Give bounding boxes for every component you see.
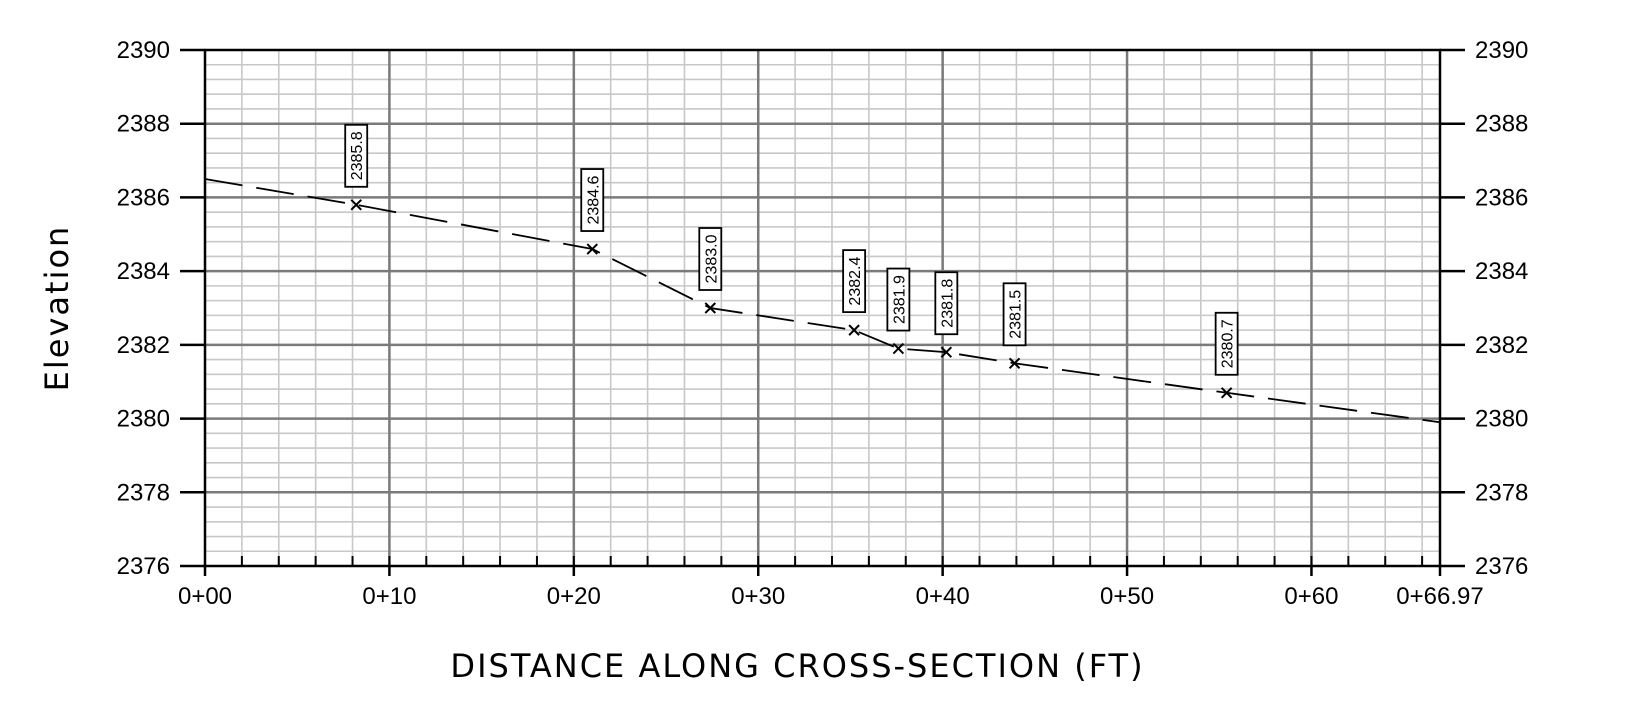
point-label: 2381.9 xyxy=(886,267,911,332)
point-label-text: 2383.0 xyxy=(703,234,720,283)
y-tick-label-right: 2376 xyxy=(1475,553,1528,580)
point-marker-stroke xyxy=(1008,357,1021,369)
point-marker-stroke xyxy=(1220,387,1233,399)
point-marker xyxy=(940,346,953,358)
profile-series-line xyxy=(204,178,1441,424)
point-label: 2381.5 xyxy=(1002,282,1027,347)
point-marker xyxy=(892,342,905,355)
x-tick-label: 0+00 xyxy=(178,583,232,610)
point-label-text: 2385.8 xyxy=(349,131,366,180)
y-tick-label-right: 2378 xyxy=(1475,479,1528,506)
point-marker xyxy=(704,302,716,314)
x-tick-label: 0+10 xyxy=(362,583,416,610)
point-marker-stroke xyxy=(848,324,860,336)
y-tick-label-left: 2384 xyxy=(117,258,170,285)
point-label: 2382.4 xyxy=(842,249,867,314)
point-label-text: 2380.7 xyxy=(1220,319,1237,368)
point-label-box xyxy=(934,271,959,336)
x-tick-label: 0+66.97 xyxy=(1396,583,1483,610)
point-label: 2385.8 xyxy=(344,123,369,188)
point-marker xyxy=(586,243,598,255)
data-label-layer: 2385.8 2384.6 2383.0 2382.4 2381.9 2381.8 2381… xyxy=(344,123,1239,376)
y-tick-label-left: 2376 xyxy=(117,553,170,580)
y-tick-label-right: 2384 xyxy=(1475,258,1528,285)
point-marker-stroke xyxy=(892,342,905,355)
y-tick-label-right: 2388 xyxy=(1475,111,1528,138)
marker-layer xyxy=(350,199,1233,399)
point-label-box xyxy=(842,249,867,314)
point-label-box xyxy=(886,267,911,332)
point-marker-stroke xyxy=(586,243,598,255)
y-tick-label-right: 2380 xyxy=(1475,406,1528,433)
y-axis-ticks: 2376 2376 2378 2378 2380 2380 2382 2382 2384 2384… xyxy=(117,37,1529,580)
point-marker-stroke xyxy=(350,199,362,211)
point-marker-stroke xyxy=(940,346,953,358)
point-label-text: 2384.6 xyxy=(585,175,602,224)
point-label-box xyxy=(1214,311,1239,376)
point-label-text: 2382.4 xyxy=(847,257,864,306)
point-label: 2383.0 xyxy=(698,227,723,291)
y-tick-label-right: 2390 xyxy=(1475,37,1528,64)
point-label-text: 2381.5 xyxy=(1008,290,1025,339)
y-tick-label-right: 2386 xyxy=(1475,184,1528,211)
x-axis-ticks: 0+00 0+10 0+20 0+30 0+40 0+50 0+60 0+66.97 xyxy=(178,556,1484,610)
x-tick-label: 0+30 xyxy=(731,583,785,610)
point-label-box xyxy=(698,227,723,291)
point-label-text: 2381.9 xyxy=(891,275,908,324)
y-axis-title: Elevation xyxy=(38,225,76,392)
point-label-box xyxy=(344,123,369,188)
point-label: 2384.6 xyxy=(580,168,605,232)
x-tick-label: 0+50 xyxy=(1100,583,1154,610)
point-marker xyxy=(350,199,362,211)
point-label: 2380.7 xyxy=(1214,311,1239,376)
y-tick-label-left: 2380 xyxy=(117,406,170,433)
plot-frame xyxy=(203,48,1442,568)
y-tick-label-left: 2390 xyxy=(117,37,170,64)
y-tick-label-left: 2388 xyxy=(117,111,170,138)
point-label-box xyxy=(1002,282,1027,347)
major-grid xyxy=(205,50,1440,566)
series-layer xyxy=(204,178,1441,424)
y-tick-label-left: 2386 xyxy=(117,184,170,211)
point-marker-stroke xyxy=(704,302,716,314)
x-axis-title: DISTANCE ALONG CROSS-SECTION (FT) xyxy=(450,647,1144,685)
point-label: 2381.8 xyxy=(934,271,959,336)
x-tick-label: 0+40 xyxy=(916,583,970,610)
x-tick-label: 0+20 xyxy=(547,583,601,610)
point-marker xyxy=(848,324,860,336)
point-label-text: 2381.8 xyxy=(939,279,956,328)
y-tick-label-left: 2382 xyxy=(117,332,170,359)
point-marker xyxy=(1008,357,1021,369)
point-label-box xyxy=(580,168,605,232)
y-tick-label-right: 2382 xyxy=(1475,332,1528,359)
x-tick-label: 0+60 xyxy=(1284,583,1338,610)
point-marker xyxy=(1220,387,1233,399)
y-tick-label-left: 2378 xyxy=(117,479,170,506)
